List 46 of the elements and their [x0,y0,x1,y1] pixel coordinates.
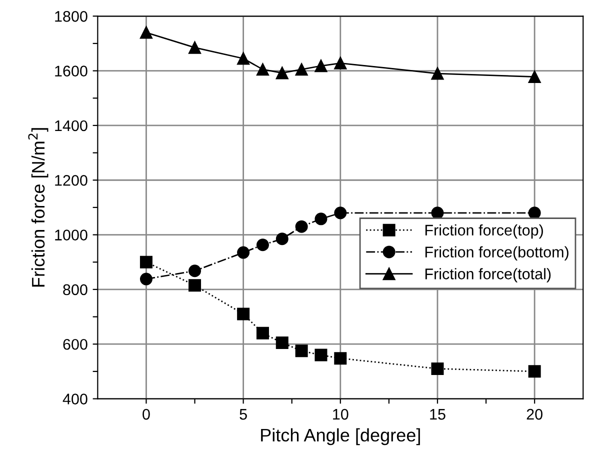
point [314,348,328,362]
point [334,352,347,365]
y-tick-label: 1800 [55,11,88,22]
point [140,256,152,268]
point [140,26,152,39]
point [431,362,444,375]
legend-label: Friction force(top) [425,224,543,239]
point [314,212,328,226]
y-tick-label: 1600 [55,66,88,76]
point [295,344,308,358]
legend-label: Friction force(total) [425,268,551,282]
point [237,308,250,320]
point [256,63,269,76]
point [237,52,250,65]
x-tick-label: 20 [526,408,542,420]
point [528,70,541,84]
point [334,206,347,220]
y-tick-label: 600 [63,338,88,350]
point [334,56,347,70]
point [276,336,288,349]
point [276,66,288,80]
y-axis-title: Friction force [N/m$^{2}$] [28,128,48,287]
x-tick-label: 0 [142,408,150,420]
y-tick-label: 1200 [55,174,88,186]
point [256,238,269,252]
point [295,220,308,233]
y-tick-label: 400 [62,394,88,404]
y-tick-label: 1400 [55,120,88,132]
x-tick-label: 15 [430,409,446,420]
x-tick-label: 5 [240,409,247,420]
y-tick-label: 800 [63,284,88,296]
legend-label: Friction force(bottom) [425,246,568,260]
x-axis-title: Pitch Angle [degree] [261,428,420,446]
point [276,232,288,246]
point [528,365,541,378]
point [237,246,250,259]
point [188,41,202,54]
point [295,63,308,76]
point [431,67,444,80]
point [256,326,269,340]
point [314,60,328,72]
x-tick-label: 10 [333,408,348,420]
y-tick-label: 1000 [55,230,88,240]
point [140,272,152,286]
point [188,264,202,278]
point [188,279,202,292]
